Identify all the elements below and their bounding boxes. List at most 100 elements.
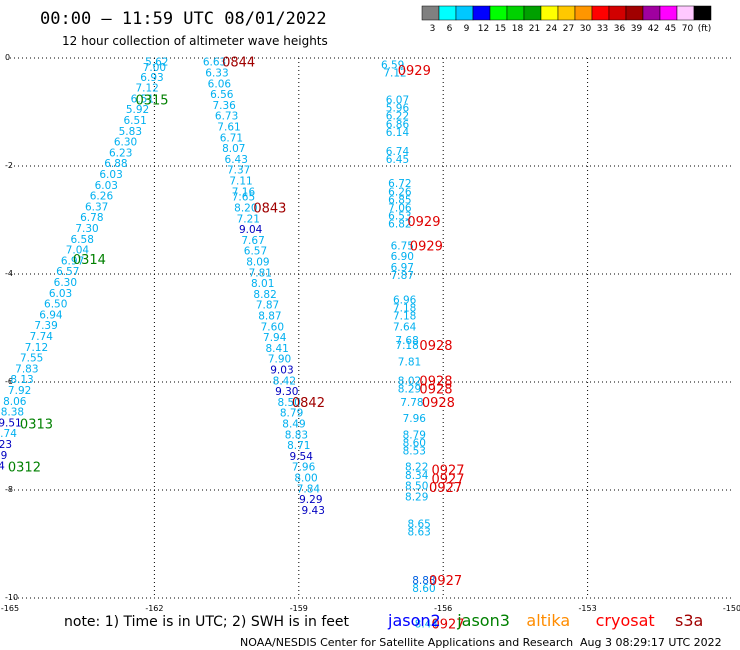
colorbar-label: (ft) xyxy=(698,24,712,34)
y-tick-label: -8 xyxy=(5,485,13,494)
colorbar-label: 42 xyxy=(648,24,659,34)
pass-time-label: 0928 xyxy=(419,339,452,354)
wave-height-label: 6.23 xyxy=(109,147,132,159)
wave-height-label: 6.26 xyxy=(90,191,114,203)
footer-note: note: 1) Time is in UTC; 2) SWH is in fe… xyxy=(64,614,350,630)
wave-height-label: 7.67 xyxy=(241,235,264,247)
satellite-legend: jason2 jason3 altika cryosat s3a xyxy=(387,611,703,630)
wave-height-label: 6.59 xyxy=(381,59,404,71)
wave-height-label: 8.29 xyxy=(405,491,428,503)
colorbar-label: 9 xyxy=(464,24,470,34)
plot-grid xyxy=(10,57,732,599)
wave-height-label: 8.07 xyxy=(222,143,245,155)
wave-height-label: 7.11 xyxy=(229,176,252,188)
credit-text: NOAA/NESDIS Center for Satellite Applica… xyxy=(240,636,573,649)
wave-height-label: 7.55 xyxy=(20,353,43,365)
y-tick-label: -4 xyxy=(5,269,13,278)
wave-height-label: 8.29 xyxy=(398,383,421,395)
y-tick-label: -2 xyxy=(5,161,13,170)
wave-height-label: 6.51 xyxy=(131,93,154,105)
wave-height-label: 6.03 xyxy=(99,169,122,181)
wave-height-label: 7.21 xyxy=(237,213,260,225)
wave-height-label: 6.26 xyxy=(388,186,412,198)
wave-height-label: 8.71 xyxy=(287,440,310,452)
wave-height-label: 6.45 xyxy=(386,154,409,166)
wave-height-label: 9.51 xyxy=(0,417,22,429)
pass-time-label: 0314 xyxy=(73,253,106,268)
wave-height-label: 6.72 xyxy=(388,178,411,190)
wave-height-label: 8.50 xyxy=(405,481,428,493)
wave-height-label: 5.62 xyxy=(145,57,168,69)
wave-height-label: 9.54 xyxy=(290,451,314,463)
pass-time-label: 0927 xyxy=(431,473,464,488)
wave-height-label: 6.97 xyxy=(391,262,414,274)
wave-height-label: 6.07 xyxy=(386,95,409,107)
wave-height-label: 6.90 xyxy=(391,251,414,263)
colorbar-label: 12 xyxy=(478,24,489,34)
colorbar-label: 18 xyxy=(512,24,524,34)
colorbar-swatch xyxy=(455,5,474,21)
wave-height-label: 7.12 xyxy=(135,83,158,95)
colorbar-swatch xyxy=(693,5,712,21)
wave-height-label: 6.03 xyxy=(49,288,72,300)
wave-height-label: 8.53 xyxy=(403,446,426,458)
wave-height-label: 8.82 xyxy=(253,289,276,301)
colorbar-swatch xyxy=(438,5,457,21)
pass-time-label: 0929 xyxy=(407,215,440,230)
wave-height-label: 6.88 xyxy=(104,158,127,170)
wave-height-label: 8.20 xyxy=(234,203,257,215)
wave-height-label: 6.82 xyxy=(388,219,411,231)
wave-height-label: 8.00 xyxy=(294,473,317,485)
wave-height-label: 6.86 xyxy=(386,119,410,131)
pass-time-label: 0315 xyxy=(135,94,168,109)
wave-height-label: 7.04 xyxy=(66,245,90,257)
wave-height-label: 6.33 xyxy=(205,68,228,80)
wave-height-label: 7.81 xyxy=(398,356,421,368)
wave-height-label: 9.03 xyxy=(270,365,293,377)
wave-height-label: 8.83 xyxy=(285,429,308,441)
x-tick-label: -153 xyxy=(579,604,597,613)
wave-height-label: 6.74 xyxy=(386,146,410,158)
legend-entry-jason2: jason2 xyxy=(387,611,441,630)
wave-height-label: 7.36 xyxy=(212,100,236,112)
wave-height-label: 7.30 xyxy=(75,223,98,235)
wave-height-label: 6.78 xyxy=(80,212,103,224)
wave-height-label: 6.03 xyxy=(95,180,118,192)
colorbar-swatch xyxy=(506,5,525,21)
wave-height-label: 9.43 xyxy=(302,505,325,517)
wave-height-label: 6.97 xyxy=(61,255,84,267)
wave-height-label: 7.78 xyxy=(400,397,423,409)
wave-height-label: 7.96 xyxy=(292,462,316,474)
wave-height-label: 7.39 xyxy=(34,320,57,332)
wave-height-label: 7.74 xyxy=(30,331,54,343)
wave-height-label: 8.79 xyxy=(280,408,303,420)
wave-height-label: 9.30 xyxy=(275,386,298,398)
x-tick-label: -165 xyxy=(1,604,19,613)
pass-time-label: 0928 xyxy=(419,374,452,389)
chart-title: 00:00 – 11:59 UTC 08/01/2022 xyxy=(40,9,327,29)
pass-time-label: 0844 xyxy=(222,56,255,71)
wave-height-label: 7.60 xyxy=(261,321,284,333)
wave-height-label: 7.06 xyxy=(388,203,412,215)
colorbar-swatch xyxy=(591,5,610,21)
wave-height-label: 6.06 xyxy=(208,78,232,90)
wave-height-label: 7.92 xyxy=(8,385,31,397)
colorbar-swatch xyxy=(659,5,678,21)
pass-time-labels: 0844 0315 0843 0314 0842 0313 0312 0929 0929 0929… xyxy=(8,56,465,633)
axis-labels: 0 -2 -4 -6 -8 -10 -165 -162 -159 -156 -153 -150 xyxy=(1,53,740,613)
colorbar-swatch xyxy=(676,5,695,21)
colorbar-label: 33 xyxy=(597,24,608,34)
wave-height-label: 8.87 xyxy=(258,311,281,323)
wave-height-label: 8.79 xyxy=(403,429,426,441)
wave-height-label: 8.74 xyxy=(0,428,17,440)
x-tick-label: -150 xyxy=(723,604,740,613)
wave-height-label: 5.96 xyxy=(386,103,410,115)
wave-height-label: 7.12 xyxy=(25,342,48,354)
wave-height-label: 6.57 xyxy=(244,246,267,258)
wave-height-label: 8.34 xyxy=(405,470,429,482)
wave-height-label: 9.79 xyxy=(0,450,7,462)
colorbar-label: 27 xyxy=(563,24,574,34)
colorbar-swatch xyxy=(574,5,593,21)
wave-height-label: 8.60 xyxy=(403,437,426,449)
